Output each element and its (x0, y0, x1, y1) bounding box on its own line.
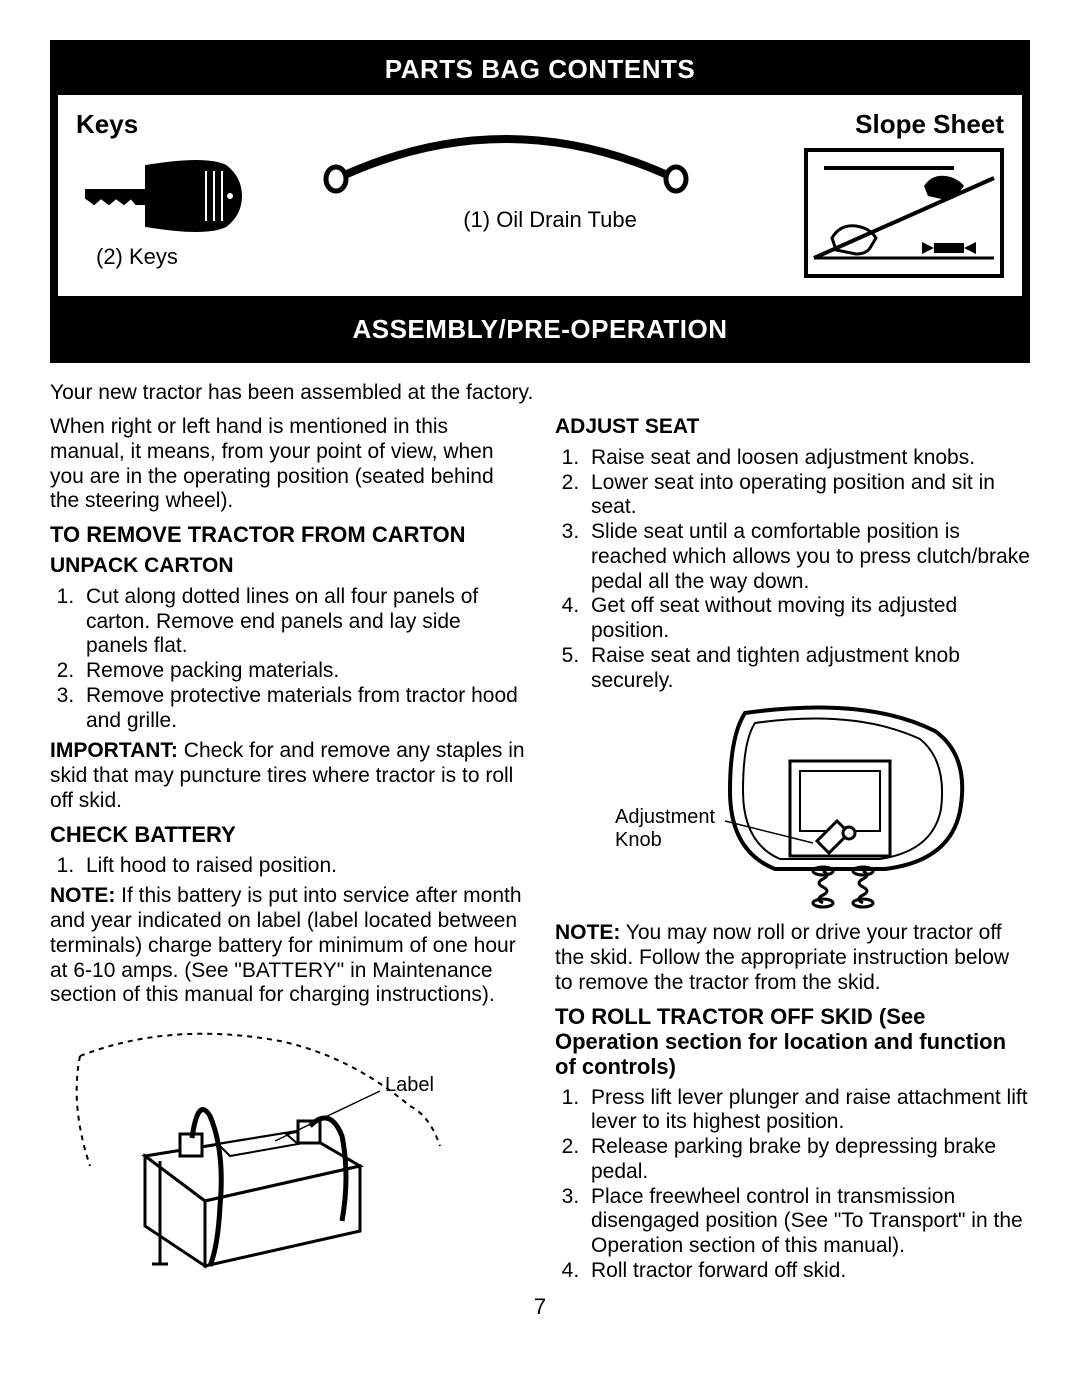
seat-figure: Adjustment Knob (555, 701, 1030, 911)
important-note: IMPORTANT: Check for and remove any stap… (50, 739, 525, 813)
remove-heading: TO REMOVE TRACTOR FROM CARTON (50, 522, 525, 548)
battery-note: NOTE: If this battery is put into servic… (50, 884, 525, 1008)
roll-heading: TO ROLL TRACTOR OFF SKID (See Operation … (555, 1004, 1030, 1080)
list-item: Roll tractor forward off skid. (585, 1259, 1030, 1284)
list-item: Lift hood to raised position. (80, 854, 525, 879)
list-item: Remove protective materials from tractor… (80, 684, 525, 734)
list-item: Slide seat until a comfortable position … (585, 520, 1030, 594)
battery-figure: Label (50, 1016, 525, 1276)
list-item: Place freewheel control in transmission … (585, 1185, 1030, 1259)
key-icon (76, 148, 266, 238)
left-column: When right or left hand is mentioned in … (50, 415, 525, 1290)
adjust-heading: ADJUST SEAT (555, 415, 1030, 440)
parts-bag-inner: Keys (2) Keys (1) Oil Drain Tube (58, 95, 1022, 296)
list-item: Remove packing materials. (80, 659, 525, 684)
list-item: Release parking brake by depressing brak… (585, 1135, 1030, 1185)
parts-slope-block: Slope Sheet (804, 109, 1004, 278)
slope-label: Slope Sheet (804, 109, 1004, 140)
list-item: Raise seat and tighten adjustment knob s… (585, 644, 1030, 694)
roll-note: NOTE: You may now roll or drive your tra… (555, 921, 1030, 995)
two-columns: When right or left hand is mentioned in … (50, 415, 1030, 1290)
unpack-steps: Cut along dotted lines on all four panel… (50, 585, 525, 734)
unpack-heading: UNPACK CARTON (50, 554, 525, 579)
parts-keys-block: Keys (2) Keys (76, 109, 296, 270)
battery-heading: CHECK BATTERY (50, 822, 525, 848)
note-label: NOTE: (50, 884, 115, 907)
oil-drain-tube-icon (316, 109, 696, 199)
assembly-title: ASSEMBLY/PRE-OPERATION (50, 304, 1030, 363)
seat-fig-label1: Adjustment (615, 806, 715, 830)
important-label: IMPORTANT: (50, 739, 178, 762)
battery-steps: Lift hood to raised position. (50, 854, 525, 879)
parts-bag-title: PARTS BAG CONTENTS (58, 48, 1022, 95)
keys-label: Keys (76, 109, 296, 140)
intro-text: Your new tractor has been assembled at t… (50, 381, 1030, 405)
orientation-text: When right or left hand is mentioned in … (50, 415, 525, 514)
parts-tube-block: (1) Oil Drain Tube (316, 109, 784, 233)
battery-diagram-icon (50, 1016, 470, 1276)
battery-fig-label: Label (385, 1074, 434, 1098)
adjust-steps: Raise seat and loosen adjustment knobs. … (555, 446, 1030, 694)
list-item: Press lift lever plunger and raise attac… (585, 1086, 1030, 1136)
list-item: Get off seat without moving its adjusted… (585, 594, 1030, 644)
roll-note-text: You may now roll or drive your tractor o… (555, 921, 1009, 994)
battery-note-text: If this battery is put into service afte… (50, 884, 522, 1006)
tube-label: (1) Oil Drain Tube (316, 207, 784, 233)
parts-bag-banner: PARTS BAG CONTENTS Keys (2) Keys (50, 40, 1030, 304)
seat-fig-label2: Knob (615, 829, 662, 853)
page-number: 7 (50, 1294, 1030, 1320)
list-item: Raise seat and loosen adjustment knobs. (585, 446, 1030, 471)
list-item: Lower seat into operating position and s… (585, 471, 1030, 521)
roll-steps: Press lift lever plunger and raise attac… (555, 1086, 1030, 1284)
note-label: NOTE: (555, 921, 620, 944)
right-column: ADJUST SEAT Raise seat and loosen adjust… (555, 415, 1030, 1290)
slope-sheet-icon (804, 148, 1004, 278)
keys-qty: (2) Keys (96, 244, 296, 270)
list-item: Cut along dotted lines on all four panel… (80, 585, 525, 659)
